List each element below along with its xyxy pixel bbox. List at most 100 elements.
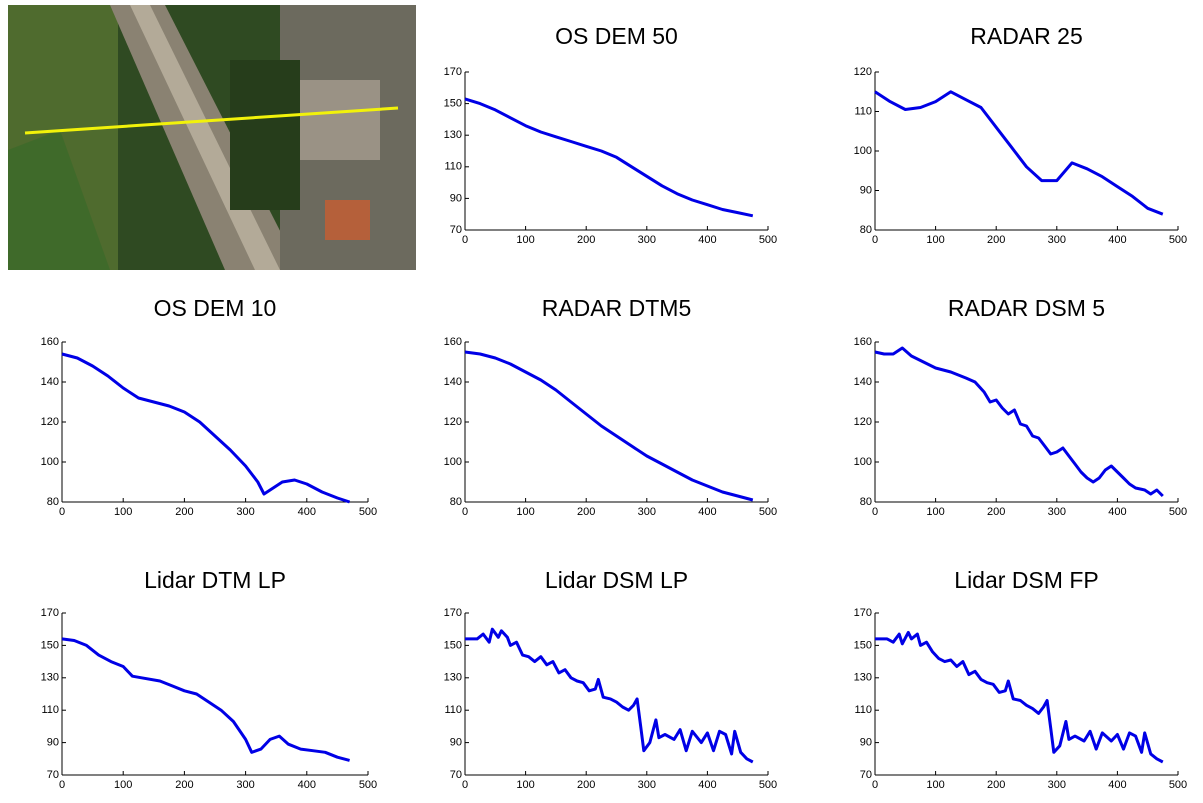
y-tick-label: 110 (854, 105, 872, 117)
y-tick-label: 90 (450, 737, 462, 749)
profile-line (61, 352, 351, 504)
y-tick-label: 140 (41, 376, 59, 388)
x-tick-label: 100 (114, 779, 132, 791)
y-tick-label: 140 (854, 376, 872, 388)
y-tick-label: 80 (860, 224, 872, 236)
chart-title: Lidar DSM FP (954, 567, 1098, 593)
y-tick-label: 70 (860, 769, 872, 781)
x-tick-label: 100 (926, 234, 944, 246)
chart-title: Lidar DTM LP (144, 567, 286, 593)
x-tick-label: 500 (1169, 779, 1187, 791)
y-tick-label: 110 (444, 161, 462, 173)
x-tick-label: 300 (1048, 779, 1066, 791)
y-tick-label: 140 (444, 376, 462, 388)
y-tick-label: 110 (41, 704, 59, 716)
y-tick-label: 110 (854, 704, 872, 716)
y-tick-label: 130 (444, 129, 462, 141)
x-tick-label: 500 (759, 779, 777, 791)
x-tick-label: 400 (698, 779, 716, 791)
y-tick-label: 150 (854, 639, 872, 651)
profile-line (464, 350, 754, 502)
chart-title: RADAR DTM5 (542, 295, 692, 321)
x-tick-label: 0 (872, 779, 878, 791)
x-tick-label: 100 (516, 506, 534, 518)
y-tick-label: 150 (41, 639, 59, 651)
y-tick-label: 70 (450, 224, 462, 236)
y-tick-label: 90 (860, 184, 872, 196)
x-tick-label: 100 (926, 506, 944, 518)
x-tick-label: 100 (926, 779, 944, 791)
x-tick-label: 300 (1048, 234, 1066, 246)
y-tick-label: 130 (854, 672, 872, 684)
chart-title: OS DEM 50 (555, 23, 678, 49)
x-tick-label: 300 (638, 234, 656, 246)
x-tick-label: 400 (1108, 234, 1126, 246)
x-tick-label: 200 (577, 506, 595, 518)
y-tick-label: 100 (41, 456, 59, 468)
y-tick-label: 150 (444, 98, 462, 110)
y-tick-label: 100 (854, 456, 872, 468)
y-tick-label: 80 (860, 496, 872, 508)
y-tick-label: 100 (854, 145, 872, 157)
profile-line (464, 97, 754, 218)
x-tick-label: 500 (359, 779, 377, 791)
x-tick-label: 0 (872, 506, 878, 518)
x-tick-label: 500 (759, 234, 777, 246)
x-tick-label: 200 (175, 779, 193, 791)
x-tick-label: 500 (1169, 234, 1187, 246)
x-tick-label: 500 (759, 506, 777, 518)
x-tick-label: 200 (175, 506, 193, 518)
x-tick-label: 300 (638, 779, 656, 791)
x-tick-label: 500 (1169, 506, 1187, 518)
x-tick-label: 200 (577, 234, 595, 246)
y-tick-label: 130 (41, 672, 59, 684)
y-tick-label: 160 (444, 336, 462, 348)
x-tick-label: 400 (298, 779, 316, 791)
x-tick-label: 400 (1108, 779, 1126, 791)
y-tick-label: 90 (47, 737, 59, 749)
x-tick-label: 0 (872, 234, 878, 246)
x-tick-label: 200 (987, 779, 1005, 791)
x-tick-label: 100 (516, 234, 534, 246)
y-tick-label: 90 (860, 737, 872, 749)
x-tick-label: 300 (638, 506, 656, 518)
y-tick-label: 120 (41, 416, 59, 428)
y-tick-label: 120 (444, 416, 462, 428)
y-tick-label: 170 (444, 607, 462, 619)
x-tick-label: 300 (236, 779, 254, 791)
x-tick-label: 100 (516, 779, 534, 791)
x-tick-label: 200 (577, 779, 595, 791)
profile-line (61, 637, 350, 762)
y-tick-label: 130 (444, 672, 462, 684)
profile-line (874, 346, 1164, 498)
y-tick-label: 100 (444, 456, 462, 468)
x-tick-label: 400 (698, 506, 716, 518)
chart-title: RADAR 25 (970, 23, 1082, 49)
chart-title: Lidar DSM LP (545, 567, 688, 593)
profile-line (465, 627, 754, 764)
x-tick-label: 200 (987, 234, 1005, 246)
profile-line (875, 630, 1164, 764)
x-tick-label: 300 (1048, 506, 1066, 518)
profile-line (874, 90, 1164, 216)
y-tick-label: 160 (41, 336, 59, 348)
x-tick-label: 300 (236, 506, 254, 518)
aerial-image (8, 5, 416, 270)
y-tick-label: 120 (854, 416, 872, 428)
chart-title: RADAR DSM 5 (948, 295, 1105, 321)
chart-title: OS DEM 10 (154, 295, 277, 321)
x-tick-label: 0 (59, 506, 65, 518)
x-tick-label: 400 (298, 506, 316, 518)
x-tick-label: 400 (698, 234, 716, 246)
y-tick-label: 90 (450, 192, 462, 204)
x-tick-label: 0 (462, 779, 468, 791)
y-tick-label: 150 (444, 639, 462, 651)
x-tick-label: 0 (462, 506, 468, 518)
y-tick-label: 70 (450, 769, 462, 781)
y-tick-label: 110 (444, 704, 462, 716)
x-tick-label: 400 (1108, 506, 1126, 518)
y-tick-label: 170 (854, 607, 872, 619)
y-tick-label: 120 (854, 66, 872, 78)
x-tick-label: 200 (987, 506, 1005, 518)
y-tick-label: 70 (47, 769, 59, 781)
